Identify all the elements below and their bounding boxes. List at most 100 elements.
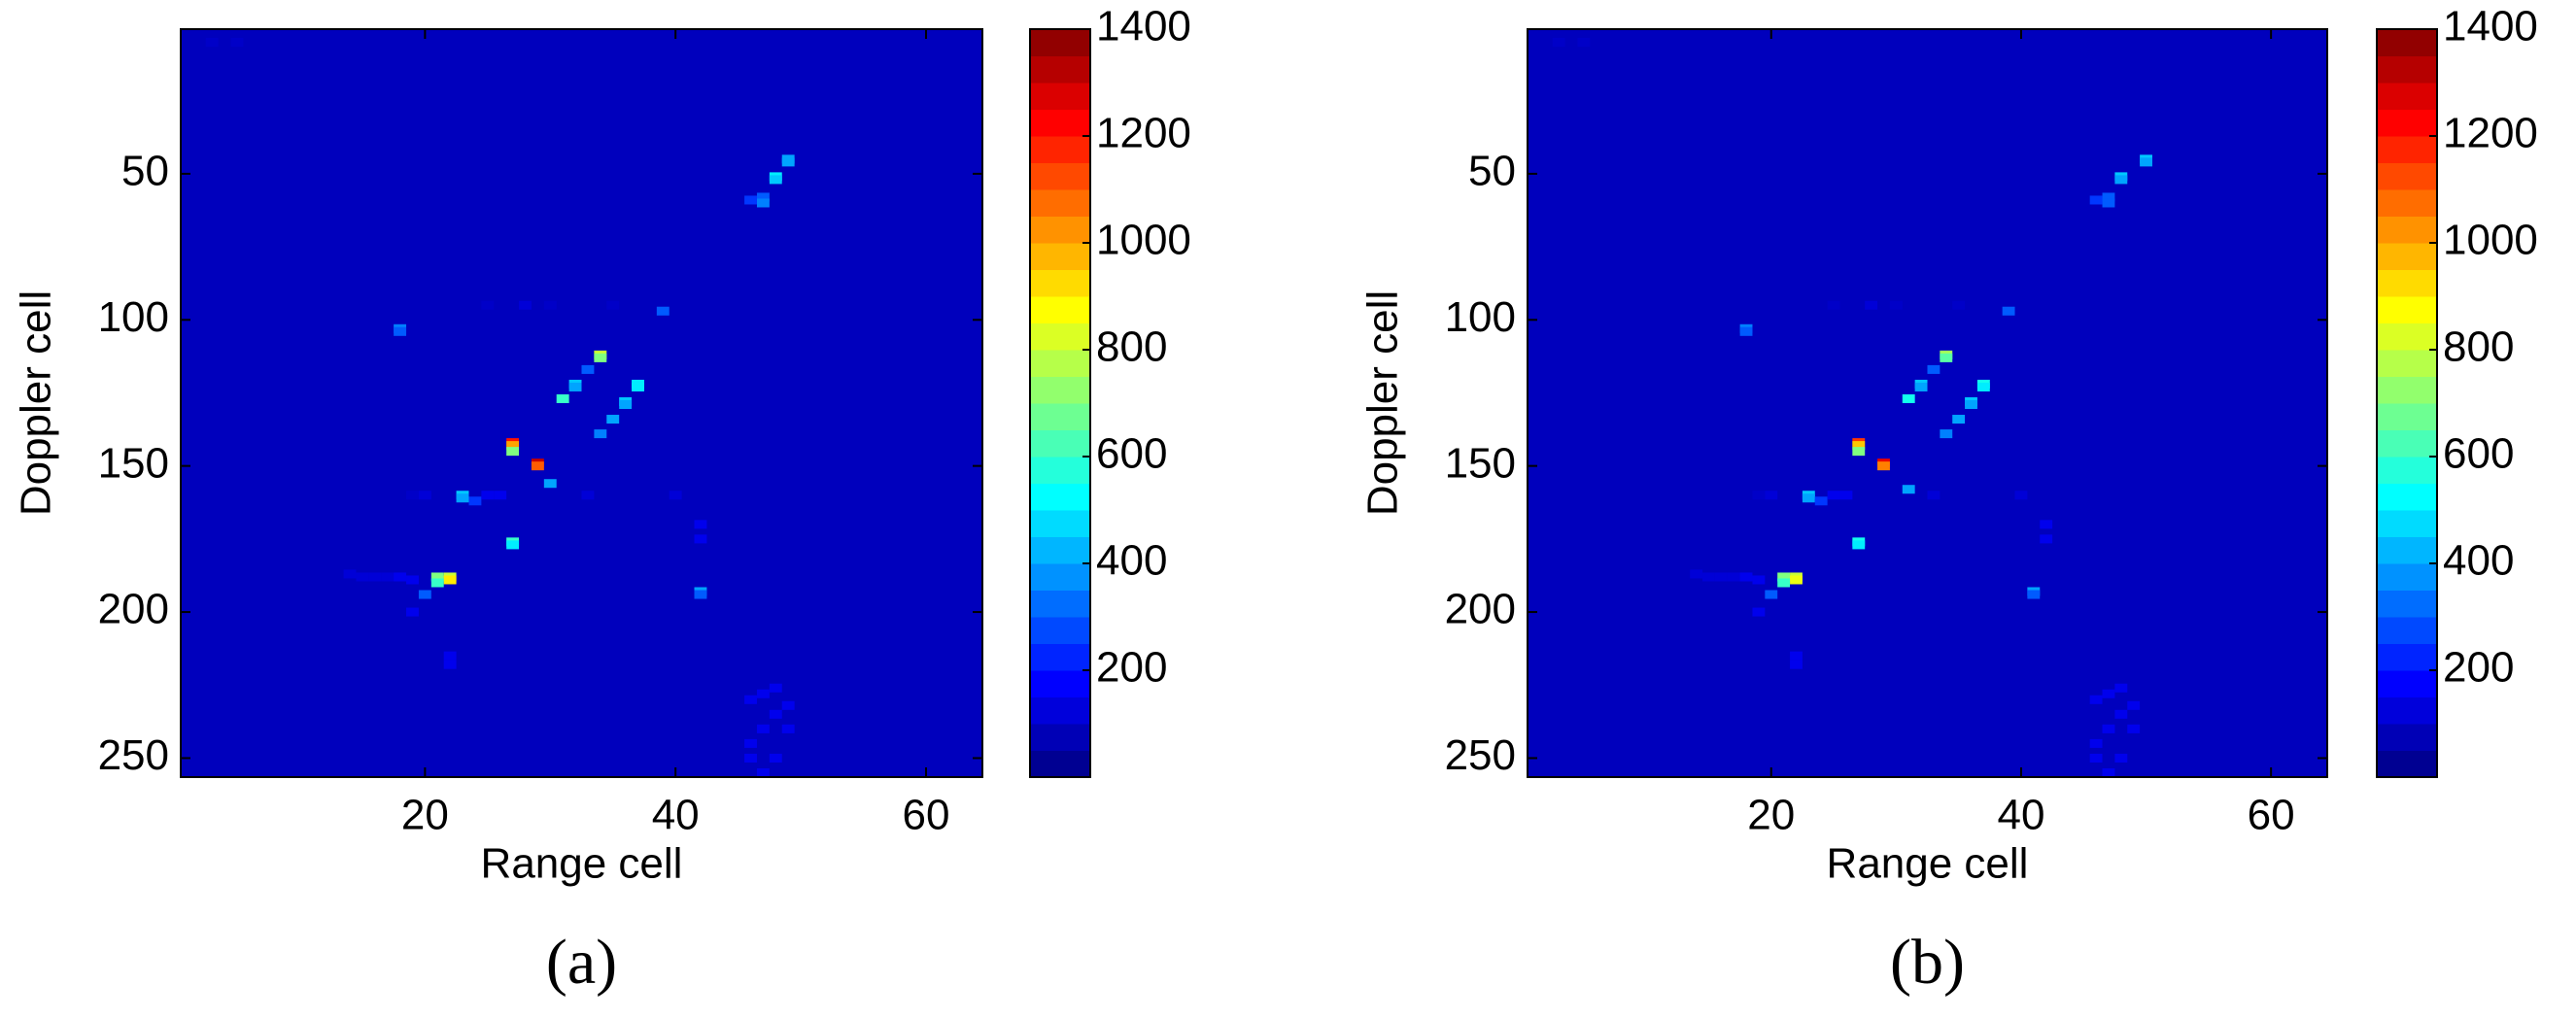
colorbar-band	[1030, 403, 1090, 430]
colorbar-tick-label: 400	[2443, 537, 2514, 585]
heatmap-cell	[531, 461, 544, 471]
colorbar-band	[2377, 162, 2437, 190]
colorbar-band	[2377, 510, 2437, 537]
heatmap-cell	[356, 572, 369, 582]
heatmap-cell	[1852, 447, 1866, 457]
colorbar-band	[1030, 510, 1090, 537]
heatmap-cell	[769, 709, 782, 719]
heatmap-cell	[568, 382, 582, 391]
colorbar-band	[2377, 322, 2437, 351]
heatmap-cell	[468, 496, 482, 506]
colorbar-band	[2377, 136, 2437, 163]
panel-label: (b)	[1890, 927, 1965, 998]
heatmap-cell	[519, 300, 532, 310]
y-tick-label: 150	[1445, 439, 1516, 487]
heatmap-cell	[2102, 767, 2115, 777]
heatmap-cell	[1765, 590, 1778, 599]
heatmap-cell	[756, 767, 770, 777]
heatmap-cell	[1914, 382, 1928, 391]
heatmap-cell	[2140, 157, 2152, 167]
heatmap-cell	[418, 491, 431, 500]
colorbar-band	[2377, 617, 2437, 644]
colorbar-tick-label: 200	[1096, 644, 1167, 692]
heatmap-cell	[594, 353, 607, 362]
y-tick-label: 200	[98, 586, 169, 633]
heatmap-cell	[2114, 683, 2128, 693]
y-axis-label: Doppler cell	[13, 290, 60, 516]
heatmap-cell	[756, 198, 770, 208]
axes-frame	[1527, 28, 2328, 778]
colorbar-band	[2377, 563, 2437, 591]
colorbar-band	[2377, 350, 2437, 377]
heatmap-cell	[230, 38, 244, 48]
colorbar-band	[1030, 536, 1090, 564]
heatmap-cell	[1752, 491, 1766, 500]
heatmap-cell	[556, 393, 569, 403]
heatmap-cell	[1802, 493, 1815, 503]
colorbar-frame	[1029, 28, 1091, 778]
heatmap-cell	[394, 326, 407, 336]
heatmap-cell	[594, 429, 607, 439]
heatmap-cell	[781, 700, 795, 710]
heatmap-cell	[1877, 461, 1890, 471]
heatmap-cell	[2089, 738, 2103, 748]
colorbar-band	[2377, 109, 2437, 137]
heatmap-cell	[394, 572, 407, 582]
heatmap-cell	[1752, 575, 1766, 585]
colorbar-band	[1030, 643, 1090, 671]
heatmap-cell	[694, 590, 707, 599]
colorbar-band	[1030, 617, 1090, 644]
heatmap-cell	[1902, 393, 1915, 403]
heatmap-cell	[669, 491, 682, 500]
colorbar-band	[2377, 216, 2437, 244]
heatmap-cell	[406, 491, 419, 500]
colorbar-band	[2377, 457, 2437, 484]
heatmap-cell	[456, 493, 469, 503]
heatmap-cell	[1927, 491, 1941, 500]
colorbar-tick-label: 1400	[1096, 3, 1191, 51]
heatmap-cell	[1865, 300, 1878, 310]
heatmap-cell	[494, 491, 507, 500]
heatmap-cell	[2102, 198, 2115, 208]
colorbar-band	[1030, 83, 1090, 110]
x-tick-label: 20	[1747, 792, 1795, 839]
colorbar-band	[2377, 55, 2437, 84]
heatmap-cell	[1976, 382, 1990, 391]
heatmap-cell	[1839, 491, 1853, 500]
panel-label: (a)	[546, 927, 617, 998]
colorbar-band	[1030, 429, 1090, 458]
heatmap-cell	[2002, 306, 2015, 316]
y-tick-label: 100	[98, 293, 169, 341]
heatmap-cell	[744, 695, 757, 704]
heatmap-cell	[406, 607, 419, 617]
heatmap-cell	[744, 753, 757, 763]
heatmap-cell	[756, 724, 770, 733]
x-axis-label: Range cell	[1827, 840, 2029, 888]
y-tick-label: 250	[1445, 731, 1516, 779]
y-tick-label: 100	[1445, 293, 1516, 341]
heatmap-cell	[1852, 540, 1866, 550]
heatmap-cell	[381, 572, 395, 582]
colorbar-tick-label: 400	[1096, 537, 1167, 585]
heatmap-cell	[1752, 607, 1766, 617]
heatmap-cell	[756, 192, 770, 202]
heatmap-cell	[781, 724, 795, 733]
heatmap-cell	[1790, 651, 1803, 661]
heatmap-cell	[2089, 753, 2103, 763]
heatmap-cell	[443, 651, 457, 661]
heatmap-cell	[1739, 326, 1753, 336]
heatmap-cell	[506, 447, 520, 457]
heatmap-cell	[2089, 695, 2103, 704]
colorbar-tick-label: 1200	[1096, 110, 1191, 157]
heatmap-cell	[343, 569, 357, 579]
heatmap-cell	[2114, 709, 2128, 719]
heatmap-cell	[1790, 575, 1803, 585]
colorbar-band	[1030, 563, 1090, 591]
heatmap-cell	[2040, 534, 2053, 544]
heatmap-cell	[1552, 38, 1565, 48]
heatmap-cell	[543, 300, 557, 310]
x-tick-label: 40	[652, 792, 700, 839]
y-axis-label: Doppler cell	[1359, 290, 1407, 516]
colorbar-band	[2377, 376, 2437, 404]
heatmap-cell	[1827, 491, 1840, 500]
